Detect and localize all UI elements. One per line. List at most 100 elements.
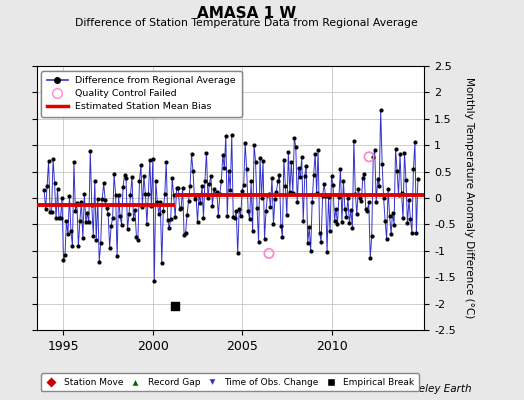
Point [86,148,94,154]
Point [310,172,318,178]
Point [75,218,84,224]
Point [286,188,294,195]
Point [363,208,372,214]
Point [49,156,57,162]
Point [367,233,376,240]
Point [408,230,416,236]
Point [396,151,404,157]
Point [278,234,287,240]
Point [235,206,243,212]
Point [257,195,266,201]
Point [265,250,273,257]
Point [268,174,276,181]
Point [307,248,315,254]
Point [198,183,206,189]
Point [83,210,92,216]
Point [188,151,196,158]
Point [190,196,199,202]
Point [45,158,53,164]
Point [358,175,367,181]
Point [345,220,354,226]
Point [71,208,80,215]
Point [314,147,322,153]
Point [140,172,148,179]
Point [409,166,418,173]
Point [329,182,337,188]
Point [96,240,105,247]
Point [269,221,278,227]
Point [354,186,363,192]
Text: Difference of Station Temperature Data from Regional Average: Difference of Station Temperature Data f… [75,18,418,28]
Legend: Station Move, Record Gap, Time of Obs. Change, Empirical Break: Station Move, Record Gap, Time of Obs. C… [41,374,419,392]
Point [219,152,227,158]
Point [253,204,261,211]
Point [74,243,83,250]
Point [379,195,388,202]
Point [126,192,135,198]
Point [400,150,409,156]
Point [121,172,129,178]
Point [254,239,263,245]
Point [227,132,236,138]
Point [55,215,63,222]
Point [92,237,101,244]
Point [256,154,264,161]
Point [272,188,281,195]
Point [158,259,166,266]
Point [351,191,359,197]
Point [77,198,85,205]
Point [147,203,156,209]
Point [333,221,342,227]
Point [341,206,349,212]
Point [375,183,384,190]
Point [347,207,355,213]
Point [159,208,168,214]
Point [330,218,339,224]
Point [216,191,224,197]
Point [123,226,132,232]
Point [315,230,324,236]
Point [282,212,291,218]
Point [213,189,221,195]
Point [89,232,97,239]
Point [260,236,269,242]
Point [40,187,48,194]
Point [365,199,373,206]
Point [125,211,133,217]
Point [184,198,193,204]
Point [289,190,297,196]
Point [336,166,345,172]
Point [321,192,330,199]
Point [47,208,56,215]
Point [265,190,273,197]
Point [339,178,347,184]
Point [98,196,106,202]
Point [317,238,325,245]
Point [277,222,285,229]
Point [303,240,312,246]
Point [183,211,191,218]
Point [179,185,187,192]
Point [70,159,78,166]
Point [156,199,165,205]
Point [239,182,248,189]
Point [205,181,214,187]
Point [344,194,352,201]
Point [172,185,181,191]
Point [151,178,160,184]
Point [305,224,313,230]
Point [217,178,225,184]
Point [287,159,296,166]
Point [374,176,382,182]
Point [162,159,170,165]
Point [112,192,120,198]
Point [271,196,279,202]
Point [193,219,202,226]
Point [110,171,118,177]
Point [204,195,212,201]
Point [301,173,309,179]
Point [332,206,340,212]
Point [234,250,242,256]
Point [202,150,211,156]
Point [150,278,159,284]
